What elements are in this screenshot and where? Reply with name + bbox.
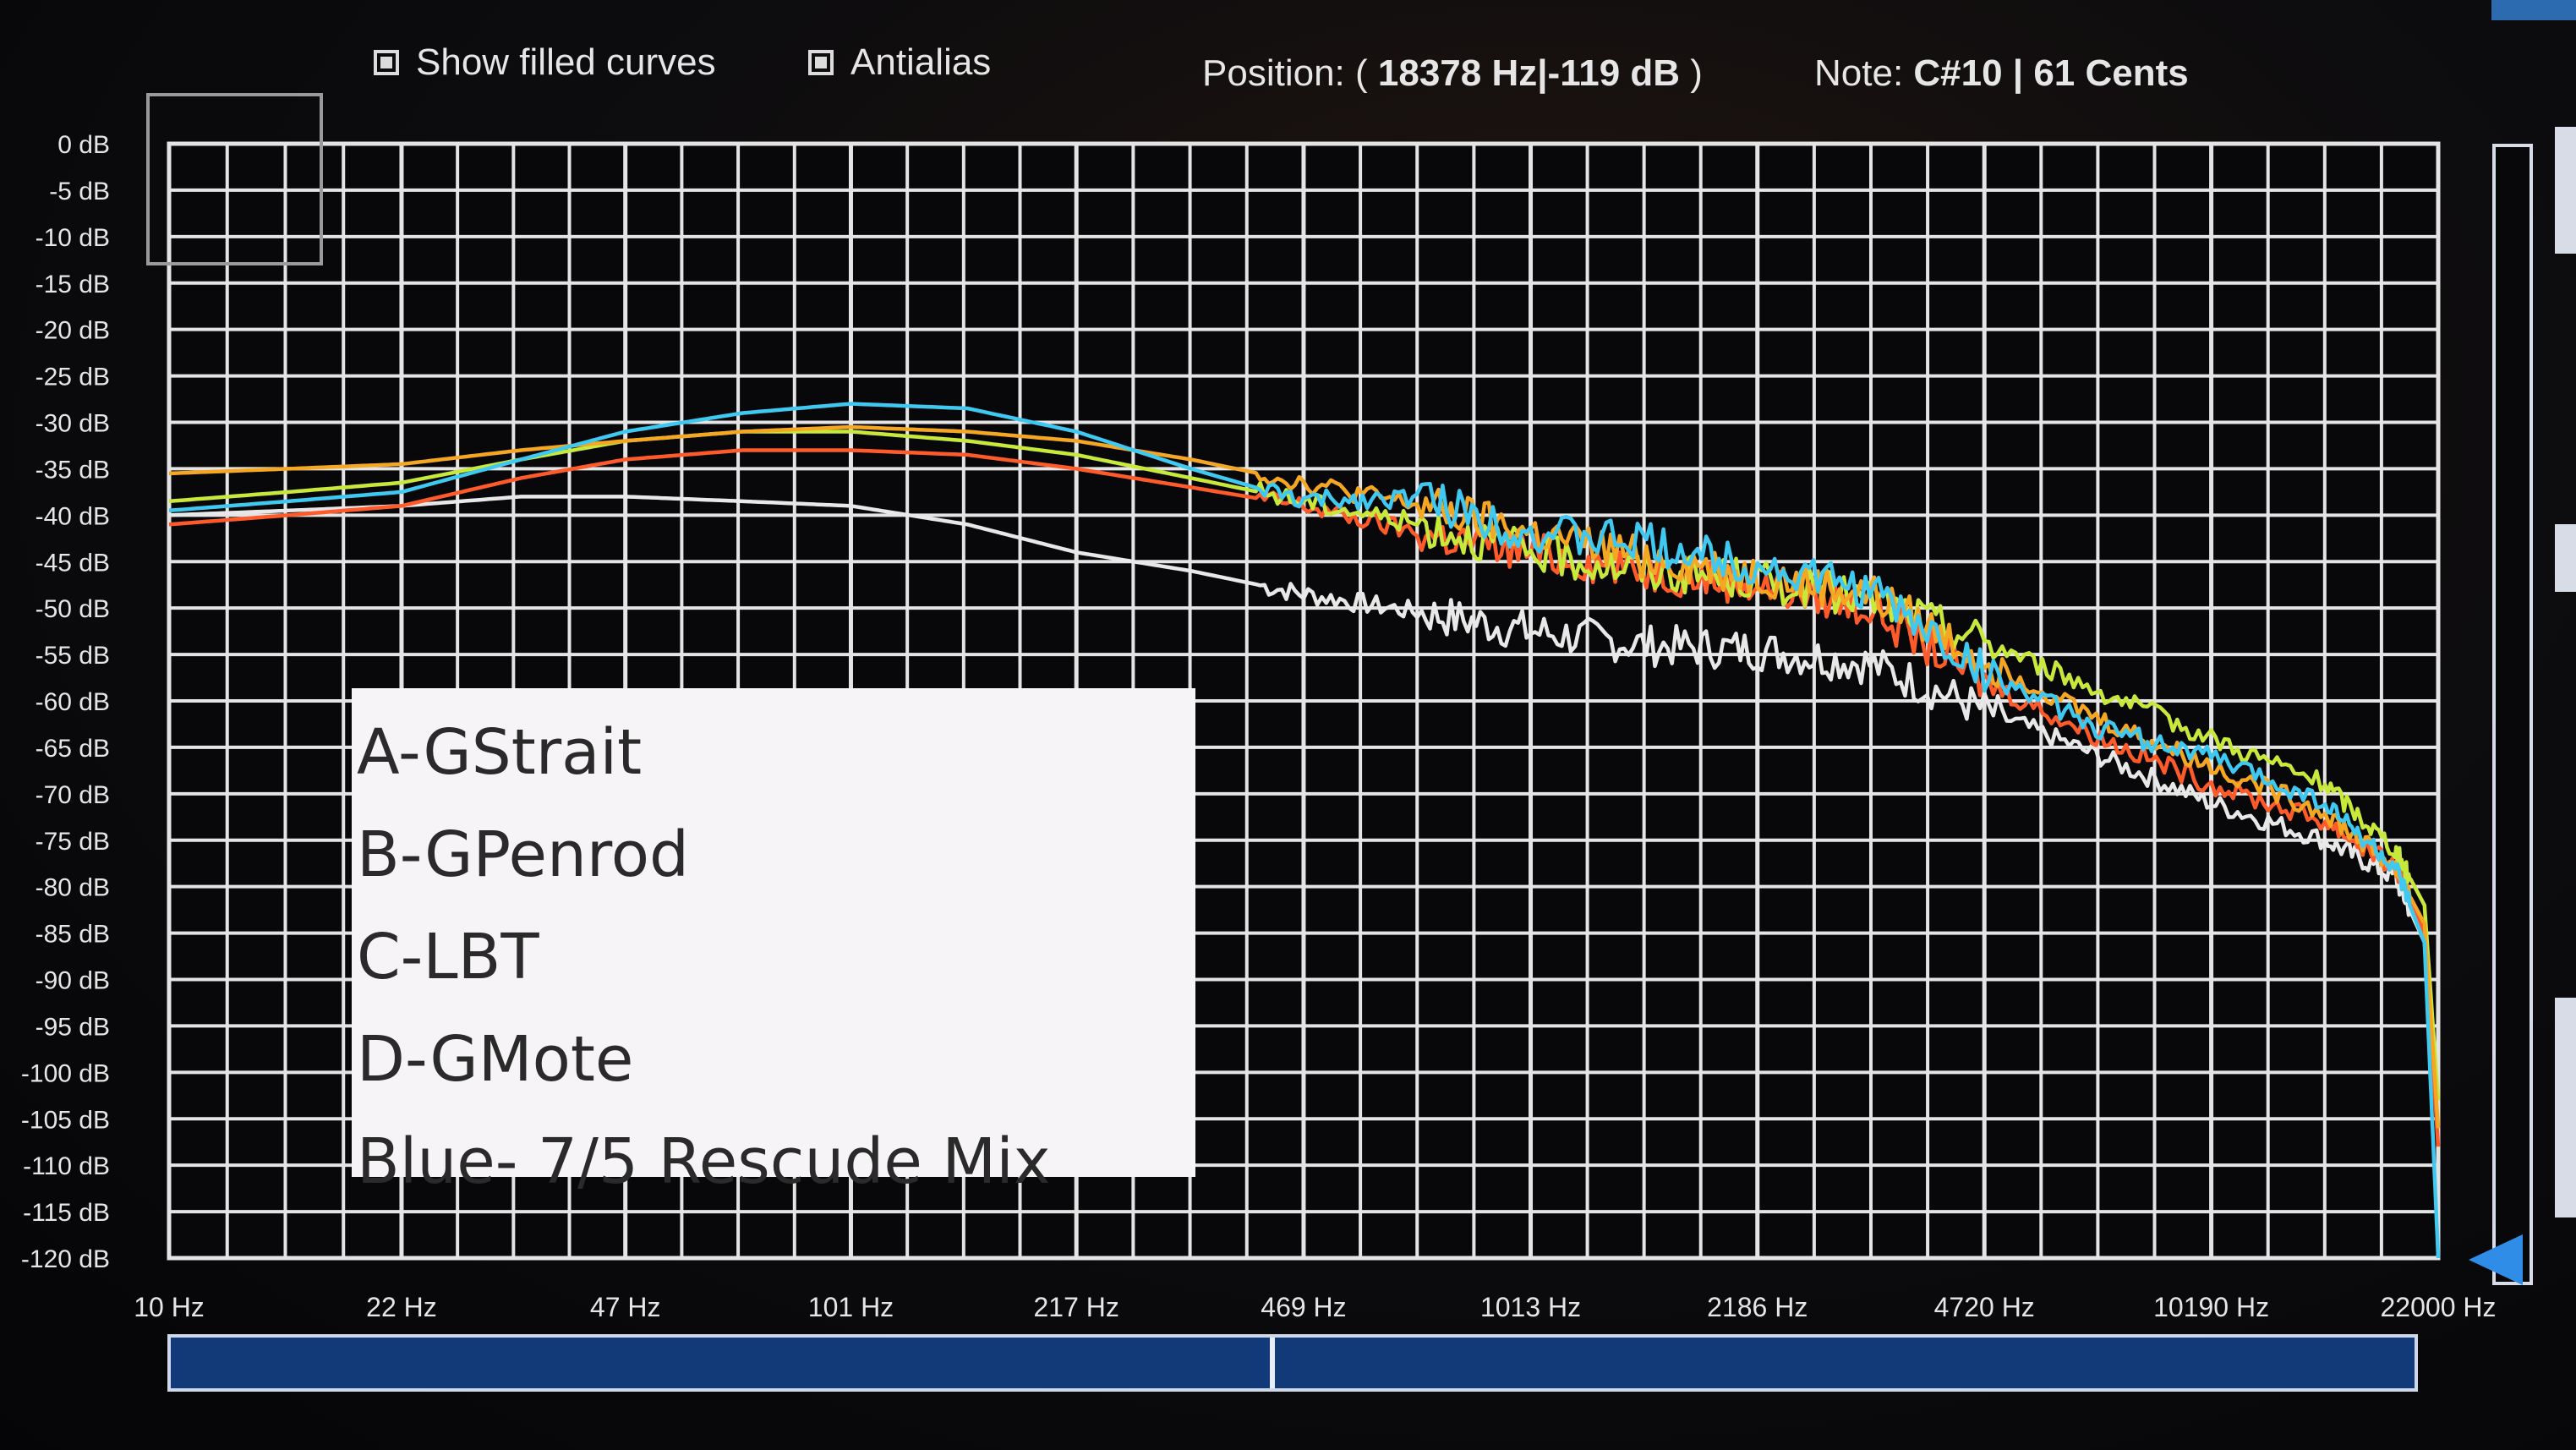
checkbox-box[interactable] xyxy=(808,50,834,75)
legend-entry-c: C-LBT xyxy=(357,921,539,993)
x-tick-label: 22000 Hz xyxy=(2381,1292,2497,1322)
y-tick-label: -50 dB xyxy=(36,595,110,623)
position-prefix: Position: ( xyxy=(1202,52,1378,94)
y-tick-label: -95 dB xyxy=(36,1013,110,1041)
antialias-label: Antialias xyxy=(850,41,992,83)
checkbox-box[interactable] xyxy=(374,50,399,75)
x-tick-label: 469 Hz xyxy=(1261,1292,1346,1322)
y-tick-label: -90 dB xyxy=(36,967,110,995)
legend: A-GStrait B-GPenrod C-LBT D-GMote Blue- … xyxy=(352,688,1195,1198)
x-tick-label: 10190 Hz xyxy=(2153,1292,2269,1322)
y-tick-label: -15 dB xyxy=(36,271,110,298)
legend-entry-blue: Blue- 7/5 Rescude Mix xyxy=(357,1125,1051,1198)
legend-entry-b: B-GPenrod xyxy=(357,818,689,891)
scrollbar-thumb[interactable] xyxy=(1270,1338,1275,1388)
note-readout: Note: C#10 | 61 Cents xyxy=(1814,52,2189,95)
edge-panel-tab[interactable] xyxy=(2555,524,2576,592)
level-slider-arrow-icon[interactable] xyxy=(2469,1234,2523,1285)
plot-border xyxy=(167,141,2441,1261)
y-tick-label: -100 dB xyxy=(21,1059,110,1087)
level-slider-track[interactable] xyxy=(2492,144,2533,1285)
x-tick-label: 10 Hz xyxy=(134,1292,205,1322)
y-tick-label: -65 dB xyxy=(36,735,110,763)
x-tick-label: 1013 Hz xyxy=(1480,1292,1581,1322)
series-line-5 xyxy=(168,402,2441,1259)
toolbar: Show filled curves Antialias Position: (… xyxy=(0,0,2576,161)
antialias-checkbox[interactable]: Antialias xyxy=(808,41,991,85)
x-tick-label: 101 Hz xyxy=(808,1292,894,1322)
series-line-1 xyxy=(168,495,2441,1119)
checkbox-check-icon xyxy=(380,57,392,68)
show-filled-curves-checkbox[interactable]: Show filled curves xyxy=(374,41,716,85)
show-filled-curves-label: Show filled curves xyxy=(416,41,716,83)
window-corner-button[interactable] xyxy=(2491,0,2576,20)
y-tick-label: -85 dB xyxy=(36,921,110,949)
checkbox-check-icon xyxy=(815,57,827,68)
y-tick-label: -5 dB xyxy=(49,178,110,205)
position-value: 18378 Hz|-119 dB xyxy=(1377,52,1681,94)
legend-entry-a: A-GStrait xyxy=(357,716,643,789)
y-tick-label: -55 dB xyxy=(36,642,110,670)
note-value: C#10 | 61 Cents xyxy=(1913,52,2189,94)
zoom-marker[interactable] xyxy=(146,93,323,265)
y-tick-label: -105 dB xyxy=(21,1106,110,1134)
y-tick-label: -10 dB xyxy=(36,224,110,252)
y-tick-label: -110 dB xyxy=(23,1152,110,1180)
y-axis-labels: 0 dB -5 dB -10 dB -15 dB -20 dB -25 dB -30 dB -… xyxy=(21,131,110,1273)
y-tick-label: -35 dB xyxy=(36,456,110,484)
y-tick-label: -60 dB xyxy=(36,688,110,716)
y-tick-label: -20 dB xyxy=(36,317,110,345)
x-axis-labels: 10 Hz 22 Hz 47 Hz 101 Hz 217 Hz 469 Hz 1013 Hz… xyxy=(134,1292,2496,1322)
y-tick-label: -115 dB xyxy=(23,1199,110,1227)
series-lines xyxy=(168,402,2441,1259)
x-tick-label: 22 Hz xyxy=(366,1292,437,1322)
series-line-2 xyxy=(168,448,2441,1147)
y-tick-label: -70 dB xyxy=(36,781,110,809)
x-tick-label: 217 Hz xyxy=(1033,1292,1118,1322)
y-tick-label: -40 dB xyxy=(36,502,110,530)
position-suffix: ) xyxy=(1680,52,1703,94)
legend-entry-d: D-GMote xyxy=(357,1023,634,1096)
frequency-scrollbar[interactable] xyxy=(167,1334,2418,1392)
y-tick-label: -30 dB xyxy=(36,410,110,438)
y-tick-label: -75 dB xyxy=(36,828,110,856)
edge-panel-tab[interactable] xyxy=(2555,127,2576,254)
position-readout: Position: ( 18378 Hz|-119 dB ) xyxy=(1202,52,1703,95)
note-prefix: Note: xyxy=(1814,52,1914,94)
y-tick-label: -45 dB xyxy=(36,549,110,577)
x-tick-label: 2186 Hz xyxy=(1707,1292,1808,1322)
x-tick-label: 47 Hz xyxy=(590,1292,661,1322)
x-tick-label: 4720 Hz xyxy=(1934,1292,2035,1322)
y-tick-label: -120 dB xyxy=(21,1245,110,1273)
y-tick-label: -80 dB xyxy=(36,874,110,902)
series-line-4 xyxy=(168,424,2441,1129)
y-tick-label: 0 dB xyxy=(57,131,110,159)
y-tick-label: -25 dB xyxy=(36,364,110,391)
edge-panel-tab[interactable] xyxy=(2555,998,2576,1217)
